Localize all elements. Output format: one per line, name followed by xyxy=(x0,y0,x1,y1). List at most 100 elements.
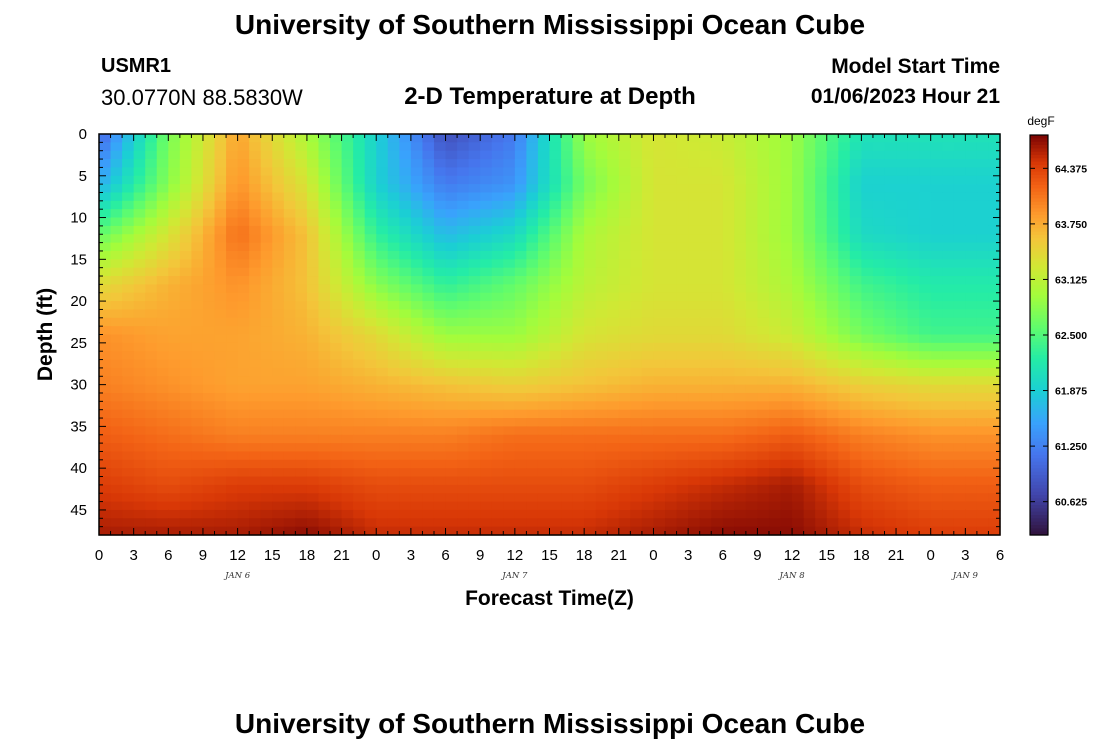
heatmap-cell xyxy=(919,443,932,453)
heatmap-cell xyxy=(792,167,805,177)
heatmap-cell xyxy=(872,217,886,227)
heatmap-cell xyxy=(306,234,320,244)
heatmap-cell xyxy=(849,392,862,402)
heatmap-cell xyxy=(410,518,424,528)
heatmap-cell xyxy=(445,326,458,336)
heatmap-cell xyxy=(202,334,216,344)
heatmap-cell xyxy=(930,301,943,311)
heatmap-cell xyxy=(584,309,597,319)
heatmap-cell xyxy=(480,175,493,185)
heatmap-cell xyxy=(480,142,493,152)
heatmap-cell xyxy=(191,484,204,494)
heatmap-cell xyxy=(665,509,678,519)
heatmap-cell xyxy=(711,142,724,152)
heatmap-cell xyxy=(457,342,470,352)
heatmap-cell xyxy=(480,418,493,427)
heatmap-cell xyxy=(457,267,470,277)
heatmap-cell xyxy=(699,468,712,478)
heatmap-cell xyxy=(376,159,389,169)
heatmap-cell xyxy=(896,526,909,536)
heatmap-cell xyxy=(341,326,354,336)
heatmap-cell xyxy=(318,142,331,152)
heatmap-cell xyxy=(768,242,782,252)
heatmap-cell xyxy=(757,317,770,327)
heatmap-cell xyxy=(965,367,978,377)
heatmap-cell xyxy=(872,418,886,427)
heatmap-cell xyxy=(722,209,735,219)
heatmap-cell xyxy=(976,326,990,336)
heatmap-cell xyxy=(815,292,828,302)
heatmap-cell xyxy=(803,217,816,227)
heatmap-cell xyxy=(433,200,447,210)
heatmap-cell xyxy=(433,526,447,536)
heatmap-cell xyxy=(214,242,227,252)
heatmap-cell xyxy=(768,342,782,352)
heatmap-cell xyxy=(514,468,527,478)
heatmap-cell xyxy=(387,326,400,336)
heatmap-cell xyxy=(526,200,539,210)
heatmap-cell xyxy=(399,234,412,244)
heatmap-cell xyxy=(734,250,747,260)
heatmap-cell xyxy=(480,509,493,519)
heatmap-cell xyxy=(757,184,770,194)
heatmap-cell xyxy=(295,376,308,386)
heatmap-cell xyxy=(815,317,828,327)
heatmap-cell xyxy=(422,276,435,285)
heatmap-cell xyxy=(665,134,678,143)
heatmap-cell xyxy=(376,259,389,269)
heatmap-cell xyxy=(618,518,631,528)
heatmap-cell xyxy=(849,167,862,177)
heatmap-cell xyxy=(792,209,805,219)
heatmap-cell xyxy=(734,225,747,235)
heatmap-cell xyxy=(722,434,735,444)
heatmap-cell xyxy=(942,376,955,386)
heatmap-cell xyxy=(341,225,354,235)
heatmap-cell xyxy=(630,250,643,260)
heatmap-cell xyxy=(295,209,308,219)
heatmap-cell xyxy=(976,476,990,486)
heatmap-cell xyxy=(711,501,724,511)
heatmap-cell xyxy=(768,384,782,394)
colorbar-swatch xyxy=(1030,185,1048,189)
heatmap-cell xyxy=(872,367,886,377)
heatmap-cell xyxy=(422,200,435,210)
heatmap-cell xyxy=(237,250,250,260)
heatmap-cell xyxy=(433,493,447,503)
heatmap-cell xyxy=(168,476,181,486)
heatmap-cell xyxy=(561,192,574,202)
heatmap-cell xyxy=(572,309,585,319)
heatmap-cell xyxy=(260,225,273,235)
heatmap-cell xyxy=(353,242,366,252)
heatmap-cell xyxy=(537,476,551,486)
heatmap-cell xyxy=(872,426,886,436)
heatmap-cell xyxy=(214,451,227,461)
heatmap-cell xyxy=(988,484,1001,494)
heatmap-cell xyxy=(722,292,735,302)
heatmap-cell xyxy=(665,401,678,411)
heatmap-cell xyxy=(919,184,932,194)
heatmap-cell xyxy=(549,459,562,469)
heatmap-cell xyxy=(457,451,470,461)
heatmap-cell xyxy=(988,250,1001,260)
heatmap-cell xyxy=(722,242,735,252)
heatmap-cell xyxy=(815,384,828,394)
heatmap-cell xyxy=(872,175,886,185)
heatmap-cell xyxy=(549,509,562,519)
heatmap-cell xyxy=(930,351,943,361)
heatmap-cell xyxy=(341,317,354,327)
heatmap-cell xyxy=(399,451,412,461)
heatmap-cell xyxy=(838,276,851,285)
heatmap-cell xyxy=(133,292,146,302)
heatmap-cell xyxy=(410,443,424,453)
heatmap-cell xyxy=(607,501,620,511)
heatmap-cell xyxy=(410,426,424,436)
heatmap-cell xyxy=(711,192,724,202)
heatmap-cell xyxy=(815,217,828,227)
heatmap-cell xyxy=(676,167,689,177)
heatmap-cell xyxy=(422,159,435,169)
heatmap-cell xyxy=(549,367,562,377)
heatmap-cell xyxy=(249,159,262,169)
heatmap-cell xyxy=(526,518,539,528)
heatmap-cell xyxy=(722,134,735,143)
heatmap-cell xyxy=(133,175,146,185)
